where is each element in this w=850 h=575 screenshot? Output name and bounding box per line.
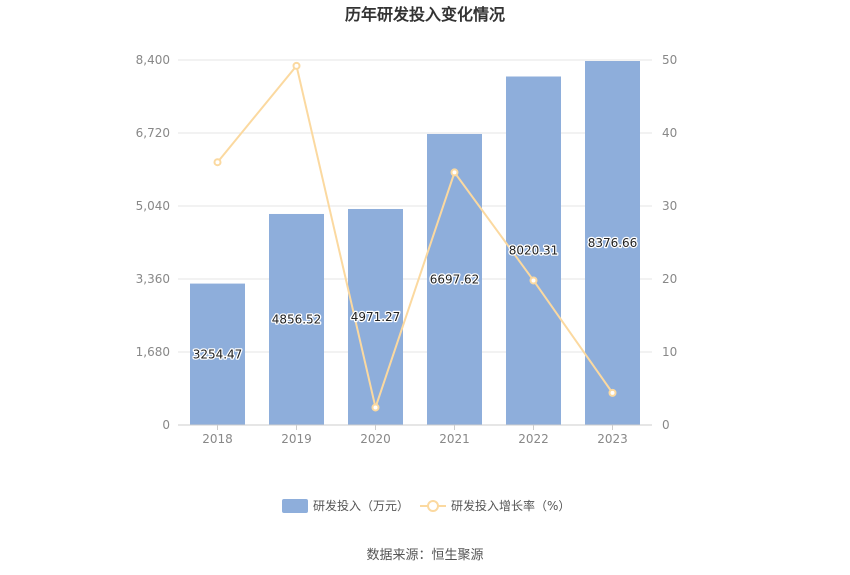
growth-point [213,158,222,167]
bar-data-labels: 3254.47 4856.52 4971.27 6697.62 8020.31 8376.… [191,235,638,363]
legend-bar-swatch [282,499,308,513]
legend-line-marker [427,500,439,512]
right-tick-label: 30 [662,199,677,213]
left-axis-ticks: 0 1,680 3,360 5,040 6,720 8,400 [136,53,170,432]
left-tick-label: 1,680 [136,345,170,359]
bar [190,283,245,425]
x-tick-label: 2020 [360,432,391,446]
growth-point [529,276,538,285]
right-tick-label: 50 [662,53,677,67]
legend-bar-label: 研发投入（万元） [313,498,409,513]
bar-value-label: 8020.31 [509,244,559,258]
x-tick-label: 2023 [597,432,628,446]
bar-value-label: 6697.62 [430,272,480,286]
x-tick-label: 2022 [518,432,549,446]
growth-point [371,403,380,412]
right-tick-label: 10 [662,345,677,359]
bar [506,76,561,425]
left-tick-label: 5,040 [136,199,170,213]
bar [269,213,324,425]
growth-point [608,388,617,397]
legend-line-label: 研发投入增长率（%） [451,498,570,513]
bar [348,208,403,425]
left-tick-label: 0 [162,418,170,432]
bar-value-label: 4971.27 [351,310,401,324]
right-tick-label: 0 [662,418,670,432]
x-tick-label: 2018 [202,432,233,446]
left-tick-label: 8,400 [136,53,170,67]
left-tick-label: 3,360 [136,272,170,286]
x-axis: 2018 2019 2020 2021 2022 2023 [178,424,652,446]
x-tick-label: 2021 [439,432,470,446]
bar-value-label: 8376.66 [588,236,638,250]
bar-value-label: 4856.52 [272,312,322,326]
left-tick-label: 6,720 [136,126,170,140]
legend[interactable]: 研发投入（万元） 研发投入增长率（%） [282,498,570,513]
grid-lines [178,59,652,353]
bar [427,133,482,425]
bar-series [190,61,640,425]
growth-line-series [213,61,617,412]
bar-value-label: 3254.47 [193,347,243,361]
data-source: 数据来源：恒生聚源 [366,548,483,563]
growth-point [450,168,459,177]
bar [585,61,640,425]
chart-title: 历年研发投入变化情况 [345,5,505,24]
x-tick-label: 2019 [281,432,312,446]
right-tick-label: 40 [662,126,677,140]
right-axis-ticks: 0 10 20 30 40 50 [662,53,677,432]
growth-point [292,61,301,70]
right-tick-label: 20 [662,272,677,286]
growth-line [216,63,614,412]
